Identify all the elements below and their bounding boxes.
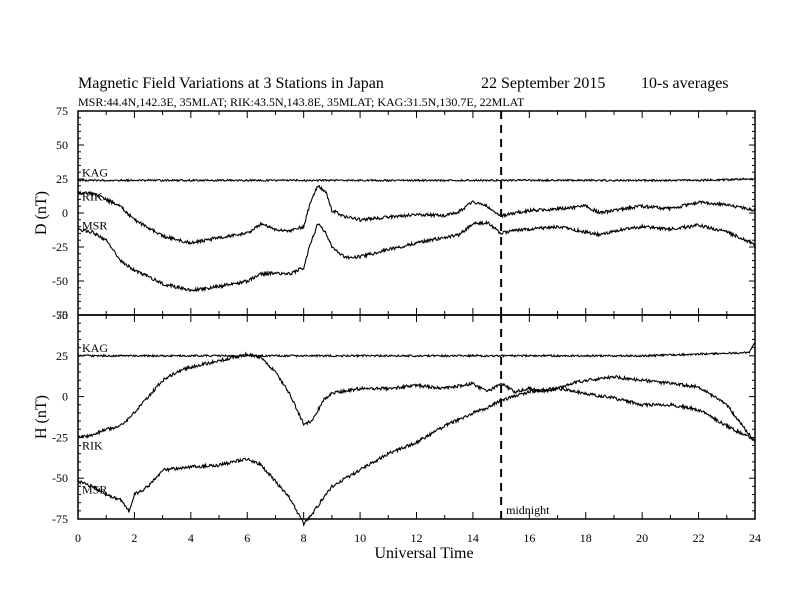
panel-H-frame: [77, 314, 756, 520]
x-tick-label: 20: [636, 531, 648, 545]
chart-subtitle: MSR:44.4N,142.3E, 35MLAT; RIK:43.5N,143.…: [78, 95, 525, 109]
x-axis-label: Universal Time: [374, 545, 473, 562]
panel-D-frame: [77, 110, 756, 316]
y-tick-label-H: 25: [56, 349, 68, 363]
x-tick-label: 2: [131, 531, 137, 545]
series-H-rik-line: [77, 351, 756, 443]
midnight-label: midnight: [506, 503, 550, 517]
series-label-D-rik: RIK: [82, 190, 103, 204]
y-tick-label-H: 50: [56, 308, 68, 322]
chart-averaging: 10-s averages: [641, 75, 729, 92]
series-label-H-rik: RIK: [82, 438, 103, 452]
y-tick-label-D: -50: [52, 274, 68, 288]
y-tick-label-D: -25: [52, 240, 68, 254]
plot-layer: 75 50 25 0 -25 -50 -75 D (nT) KAG RIK MSR 50 25 0 -25 -…: [33, 104, 761, 545]
y-axis-label-D: D (nT): [33, 191, 50, 235]
series-H-msr-line: [77, 385, 756, 527]
y-tick-label-D: 75: [56, 104, 68, 118]
series-D-rik-line: [77, 184, 756, 246]
x-tick-label: 18: [580, 531, 592, 545]
series-label-H-kag: KAG: [82, 341, 108, 355]
x-tick-label: 8: [301, 531, 307, 545]
y-tick-label-D: 50: [56, 138, 68, 152]
x-tick-label: 12: [411, 531, 423, 545]
y-tick-label-D: -75: [52, 308, 68, 322]
x-tick-label: 0: [75, 531, 81, 545]
y-tick-label-D: 25: [56, 172, 68, 186]
x-tick-label: 6: [244, 531, 250, 545]
series-H-kag-line: [77, 342, 756, 359]
chart-title: Magnetic Field Variations at 3 Stations …: [78, 75, 384, 92]
y-tick-label-H: -25: [52, 430, 68, 444]
y-axis-label-H: H (nT): [33, 395, 50, 439]
y-tick-label-H: -75: [52, 512, 68, 526]
chart-date: 22 September 2015: [481, 75, 605, 92]
y-tick-label-D: 0: [62, 206, 68, 220]
series-D-msr-line: [77, 219, 756, 293]
x-tick-label: 24: [749, 531, 761, 545]
y-tick-label-H: -50: [52, 471, 68, 485]
x-tick-label: 16: [523, 531, 535, 545]
x-tick-label: 14: [467, 531, 479, 545]
y-tick-label-H: 0: [62, 390, 68, 404]
x-tick-label: 4: [188, 531, 194, 545]
x-tick-label: 22: [693, 531, 705, 545]
series-D-kag-line: [77, 177, 756, 183]
x-tick-label: 10: [354, 531, 366, 545]
series-label-D-kag: KAG: [82, 165, 108, 179]
series-label-H-msr: MSR: [82, 482, 107, 496]
series-label-D-msr: MSR: [82, 218, 107, 232]
